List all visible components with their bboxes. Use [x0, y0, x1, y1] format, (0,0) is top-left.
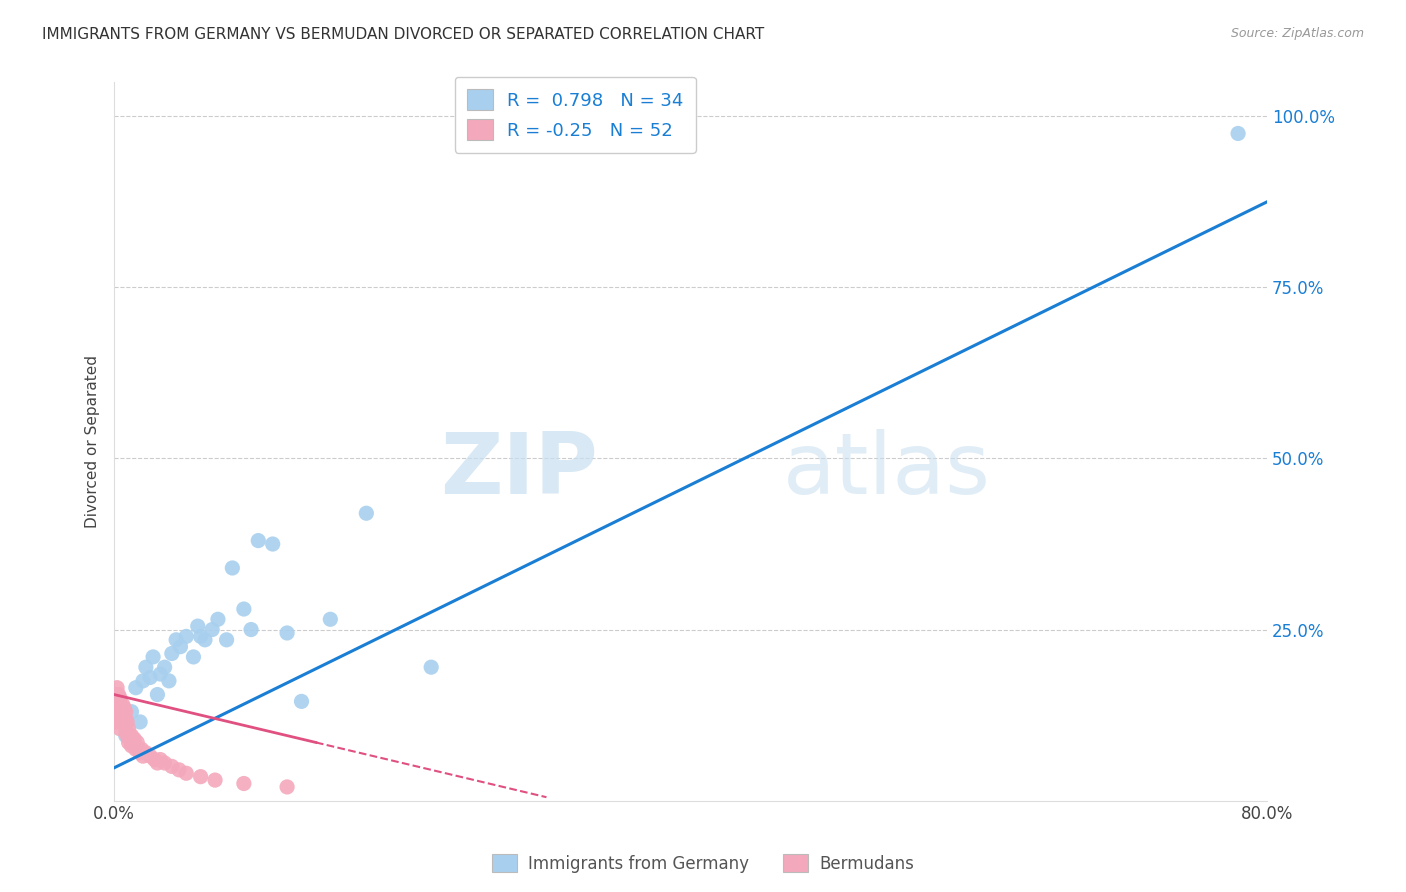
Point [146, 756, 169, 770]
Point [201, 623, 224, 637]
Point [117, 735, 139, 749]
Point [111, 698, 134, 712]
Point [108, 705, 131, 719]
Point [215, 632, 238, 647]
Text: ZIP: ZIP [440, 429, 599, 512]
Point [104, 688, 127, 702]
Text: Source: ZipAtlas.com: Source: ZipAtlas.com [1230, 27, 1364, 40]
Point [111, 705, 134, 719]
Point [207, 612, 229, 626]
Point [112, 708, 135, 723]
Point [104, 714, 127, 729]
Point [420, 660, 443, 674]
Point [105, 694, 128, 708]
Point [129, 746, 152, 760]
Point [135, 660, 157, 674]
Point [117, 722, 139, 736]
Text: atlas: atlas [783, 429, 991, 512]
Point [135, 746, 157, 760]
Y-axis label: Divorced or Separated: Divorced or Separated [86, 355, 100, 528]
Point [232, 602, 254, 616]
Point [160, 759, 183, 773]
Point [131, 742, 153, 756]
Point [142, 649, 165, 664]
Point [127, 735, 149, 749]
Point [108, 690, 131, 705]
Point [276, 780, 298, 794]
Point [105, 681, 128, 695]
Point [356, 506, 378, 520]
Point [319, 612, 342, 626]
Point [132, 673, 155, 688]
Point [125, 742, 148, 756]
Point [157, 673, 180, 688]
Point [221, 561, 243, 575]
Point [107, 688, 129, 702]
Point [114, 722, 136, 736]
Point [146, 688, 169, 702]
Point [132, 749, 155, 764]
Point [174, 766, 197, 780]
Point [190, 629, 212, 643]
Point [247, 533, 270, 548]
Point [118, 732, 141, 747]
Point [204, 773, 226, 788]
Point [183, 649, 205, 664]
Point [129, 714, 152, 729]
Point [110, 714, 132, 729]
Point [167, 763, 190, 777]
Point [114, 729, 136, 743]
Point [121, 729, 143, 743]
Point [276, 626, 298, 640]
Point [114, 705, 136, 719]
Point [107, 701, 129, 715]
Point [114, 712, 136, 726]
Point [149, 667, 172, 681]
Point [110, 701, 132, 715]
Text: IMMIGRANTS FROM GERMANY VS BERMUDAN DIVORCED OR SEPARATED CORRELATION CHART: IMMIGRANTS FROM GERMANY VS BERMUDAN DIVO… [42, 27, 765, 42]
Point [165, 632, 187, 647]
Point [112, 701, 135, 715]
Point [290, 694, 312, 708]
Point [111, 714, 134, 729]
Point [149, 753, 172, 767]
Point [174, 629, 197, 643]
Point [105, 708, 128, 723]
Point [1227, 127, 1250, 141]
Point [108, 722, 131, 736]
Point [110, 712, 132, 726]
Point [112, 714, 135, 729]
Point [187, 619, 209, 633]
Point [240, 623, 263, 637]
Point [139, 749, 162, 764]
Point [104, 705, 127, 719]
Point [262, 537, 284, 551]
Point [107, 712, 129, 726]
Point [139, 670, 162, 684]
Point [121, 705, 143, 719]
Point [122, 735, 145, 749]
Point [115, 714, 138, 729]
Point [121, 739, 143, 753]
Point [115, 729, 138, 743]
Point [125, 681, 148, 695]
Point [194, 632, 217, 647]
Point [160, 647, 183, 661]
Point [143, 753, 166, 767]
Point [153, 660, 176, 674]
Point [190, 770, 212, 784]
Point [128, 742, 150, 756]
Point [153, 756, 176, 770]
Legend: Immigrants from Germany, Bermudans: Immigrants from Germany, Bermudans [485, 847, 921, 880]
Point [232, 776, 254, 790]
Point [124, 732, 146, 747]
Legend: R =  0.798   N = 34, R = -0.25   N = 52: R = 0.798 N = 34, R = -0.25 N = 52 [454, 77, 696, 153]
Point [169, 640, 191, 654]
